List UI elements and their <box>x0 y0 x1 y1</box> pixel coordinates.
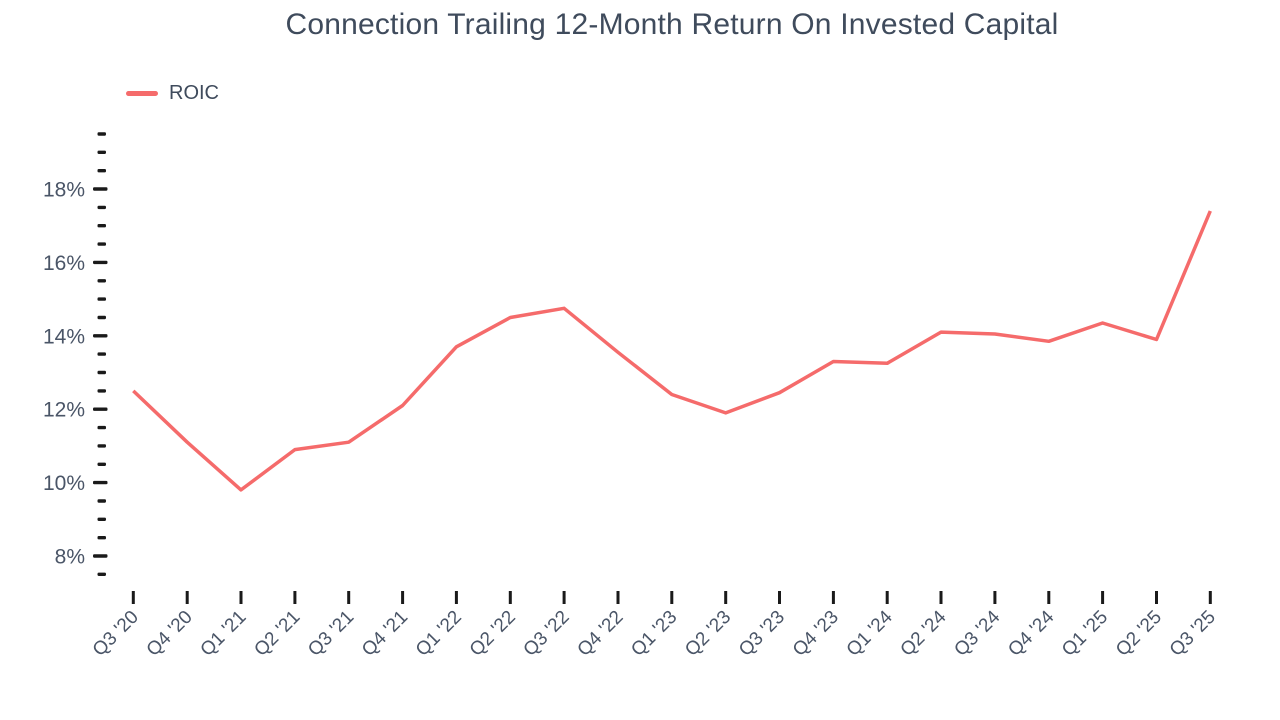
y-major-tick <box>93 187 108 191</box>
x-tick <box>993 591 997 604</box>
roic-line <box>132 210 1212 492</box>
x-tick-label: Q1 '23 <box>627 607 681 661</box>
legend-roic-swatch <box>126 91 158 96</box>
chart-title: Connection Trailing 12-Month Return On I… <box>285 8 1059 41</box>
x-tick <box>562 591 566 604</box>
legend: ROIC <box>126 82 219 105</box>
x-tick <box>616 591 620 604</box>
x-tick-label: Q3 '20 <box>89 607 143 661</box>
x-tick <box>293 591 297 604</box>
y-minor-tick <box>97 224 106 228</box>
y-axis: 8% 10% 12% 14% 16% 18% <box>43 132 108 576</box>
x-tick <box>508 591 512 604</box>
y-minor-tick <box>97 517 106 521</box>
y-minor-tick <box>97 132 106 136</box>
x-tick-label: Q1 '24 <box>843 606 897 660</box>
y-minor-tick <box>97 352 106 356</box>
x-tick-label: Q1 '21 <box>197 607 251 661</box>
x-tick-label: Q4 '20 <box>143 607 197 661</box>
y-major-tick <box>93 407 108 411</box>
x-tick <box>401 591 405 604</box>
x-tick-label: Q2 '23 <box>681 607 735 661</box>
x-tick <box>347 591 351 604</box>
y-tick-label: 14% <box>43 325 85 348</box>
y-minor-tick <box>97 370 106 375</box>
x-tick <box>1101 591 1105 604</box>
x-tick-label: Q2 '21 <box>250 607 304 661</box>
x-tick <box>1155 591 1158 604</box>
y-major-tick <box>93 554 108 558</box>
y-minor-tick <box>97 425 106 430</box>
legend-item-roic: ROIC <box>126 82 219 105</box>
x-tick-label: Q2 '24 <box>897 606 951 660</box>
x-tick-label: Q3 '21 <box>304 607 358 661</box>
x-tick <box>670 591 674 604</box>
y-minor-tick <box>97 150 106 154</box>
x-tick <box>185 591 189 604</box>
y-tick-label: 12% <box>43 399 85 422</box>
x-tick <box>239 591 243 604</box>
y-major-tick <box>93 334 108 338</box>
y-minor-tick <box>97 499 106 503</box>
y-tick-label: 18% <box>43 179 85 202</box>
x-tick <box>939 591 943 604</box>
x-tick-label: Q2 '22 <box>466 607 520 661</box>
x-tick-label: Q1 '25 <box>1058 607 1112 661</box>
y-tick-label: 16% <box>43 252 85 275</box>
y-minor-tick <box>97 572 106 576</box>
y-minor-tick <box>97 389 106 393</box>
x-tick-label: Q4 '23 <box>789 607 843 661</box>
y-minor-tick <box>97 462 106 466</box>
x-tick <box>1047 591 1051 604</box>
x-tick <box>778 591 781 604</box>
y-minor-tick <box>97 242 106 246</box>
x-tick <box>454 591 458 604</box>
x-tick-label: Q3 '24 <box>950 606 1004 660</box>
y-tick-label: 8% <box>55 546 85 569</box>
y-minor-tick <box>97 169 106 173</box>
x-tick-label: Q3 '23 <box>735 607 789 661</box>
y-minor-tick <box>97 536 106 540</box>
y-major-tick <box>93 260 108 265</box>
y-minor-tick <box>97 279 106 283</box>
x-tick <box>1208 591 1212 604</box>
x-tick <box>724 591 728 604</box>
y-minor-tick <box>97 444 106 448</box>
x-tick-label: Q4 '22 <box>574 607 628 661</box>
x-tick <box>885 591 889 604</box>
y-minor-tick <box>97 205 106 210</box>
x-tick-label: Q2 '25 <box>1112 607 1166 661</box>
x-tick <box>831 591 835 604</box>
x-tick <box>131 591 135 604</box>
x-tick-label: Q3 '22 <box>520 607 574 661</box>
y-minor-tick <box>97 297 106 301</box>
x-tick-label: Q1 '22 <box>412 607 466 661</box>
y-minor-tick <box>97 315 106 320</box>
x-tick-label: Q4 '24 <box>1004 606 1058 660</box>
y-major-tick <box>93 480 108 485</box>
x-axis: Q3 '20 Q4 '20 Q1 '21 Q2 '21 Q3 '21 Q4 '21 Q1 '… <box>89 591 1220 661</box>
x-tick-label: Q4 '21 <box>358 607 412 661</box>
x-tick-label: Q3 '25 <box>1166 607 1220 661</box>
y-tick-label: 10% <box>43 472 85 495</box>
legend-roic-label: ROIC <box>169 82 219 104</box>
